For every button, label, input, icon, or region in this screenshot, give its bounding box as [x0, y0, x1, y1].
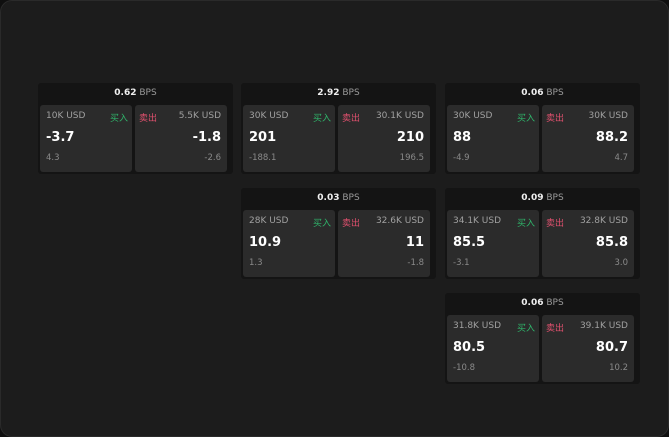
buy-amount: 30K USD: [249, 111, 289, 121]
quote-card: 0.09 BPS 34.1K USD 买入 85.5 -3.1 卖出 32.8K…: [445, 188, 640, 279]
buy-change: -10.8: [453, 363, 475, 373]
buy-button[interactable]: 28K USD 买入 10.9 1.3: [243, 210, 335, 277]
buy-price: 85.5: [453, 235, 486, 250]
buy-price: 10.9: [249, 235, 282, 250]
sell-price: 210: [396, 130, 424, 145]
sell-change: 10.2: [609, 363, 628, 373]
sell-change: -2.6: [204, 153, 221, 163]
spread-unit: BPS: [546, 193, 564, 203]
buy-change: -4.9: [453, 153, 470, 163]
sell-button[interactable]: 卖出 32.6K USD 11 -1.8: [338, 210, 430, 277]
sell-label: 卖出: [546, 114, 565, 124]
buy-label: 买入: [312, 219, 331, 229]
buy-price: -3.7: [46, 130, 75, 145]
spread-unit: BPS: [342, 193, 360, 203]
buy-price: 88: [453, 130, 472, 145]
sell-price: 88.2: [595, 130, 628, 145]
spread-header: 0.09 BPS: [445, 188, 640, 209]
spread-unit: BPS: [546, 298, 564, 308]
spread-value: 0.06: [521, 88, 544, 98]
spread-value: 0.09: [521, 193, 544, 203]
quote-card: 2.92 BPS 30K USD 买入 201 -188.1 卖出 30.1K …: [241, 83, 436, 174]
buy-amount: 31.8K USD: [453, 321, 502, 331]
buy-button[interactable]: 31.8K USD 买入 80.5 -10.8: [447, 315, 539, 382]
spread-value: 0.03: [317, 193, 340, 203]
spread-header: 0.62 BPS: [38, 83, 233, 104]
sell-change: 3.0: [614, 258, 628, 268]
sell-button[interactable]: 卖出 39.1K USD 80.7 10.2: [542, 315, 634, 382]
spread-header: 0.03 BPS: [241, 188, 436, 209]
sell-label: 卖出: [342, 219, 361, 229]
quote-card: 0.06 BPS 30K USD 买入 88 -4.9 卖出 30K USD 8…: [445, 83, 640, 174]
buy-change: 1.3: [249, 258, 263, 268]
buy-amount: 30K USD: [453, 111, 493, 121]
sell-label: 卖出: [546, 324, 565, 334]
spread-value: 0.06: [521, 298, 544, 308]
sell-label: 卖出: [342, 114, 361, 124]
quote-card: 0.03 BPS 28K USD 买入 10.9 1.3 卖出 32.6K US…: [241, 188, 436, 279]
spread-unit: BPS: [139, 88, 157, 98]
spread-header: 0.06 BPS: [445, 293, 640, 314]
buy-label: 买入: [516, 114, 535, 124]
buy-amount: 28K USD: [249, 216, 289, 226]
sell-amount: 5.5K USD: [178, 111, 221, 121]
spread-header: 2.92 BPS: [241, 83, 436, 104]
buy-button[interactable]: 10K USD 买入 -3.7 4.3: [40, 105, 132, 172]
buy-button[interactable]: 34.1K USD 买入 85.5 -3.1: [447, 210, 539, 277]
buy-button[interactable]: 30K USD 买入 88 -4.9: [447, 105, 539, 172]
buy-change: -188.1: [249, 153, 277, 163]
spread-value: 0.62: [114, 88, 137, 98]
buy-price: 80.5: [453, 340, 486, 355]
spread-header: 0.06 BPS: [445, 83, 640, 104]
buy-label: 买入: [109, 114, 128, 124]
sell-price: 11: [405, 235, 424, 250]
sell-label: 卖出: [139, 114, 158, 124]
sell-amount: 32.6K USD: [375, 216, 424, 226]
sell-button[interactable]: 卖出 5.5K USD -1.8 -2.6: [135, 105, 227, 172]
spread-unit: BPS: [342, 88, 360, 98]
quote-card: 0.62 BPS 10K USD 买入 -3.7 4.3 卖出 5.5K USD…: [38, 83, 233, 174]
buy-label: 买入: [516, 324, 535, 334]
spread-value: 2.92: [317, 88, 340, 98]
sell-button[interactable]: 卖出 32.8K USD 85.8 3.0: [542, 210, 634, 277]
sell-label: 卖出: [546, 219, 565, 229]
sell-button[interactable]: 卖出 30.1K USD 210 196.5: [338, 105, 430, 172]
buy-change: 4.3: [46, 153, 60, 163]
quote-card: 0.06 BPS 31.8K USD 买入 80.5 -10.8 卖出 39.1…: [445, 293, 640, 384]
sell-amount: 39.1K USD: [579, 321, 628, 331]
sell-change: -1.8: [407, 258, 424, 268]
sell-amount: 32.8K USD: [579, 216, 628, 226]
sell-button[interactable]: 卖出 30K USD 88.2 4.7: [542, 105, 634, 172]
sell-amount: 30.1K USD: [375, 111, 424, 121]
buy-button[interactable]: 30K USD 买入 201 -188.1: [243, 105, 335, 172]
sell-change: 4.7: [614, 153, 628, 163]
sell-price: 80.7: [595, 340, 628, 355]
buy-label: 买入: [312, 114, 331, 124]
buy-change: -3.1: [453, 258, 470, 268]
spread-unit: BPS: [546, 88, 564, 98]
buy-label: 买入: [516, 219, 535, 229]
sell-change: 196.5: [399, 153, 424, 163]
buy-price: 201: [249, 130, 277, 145]
buy-amount: 34.1K USD: [453, 216, 502, 226]
sell-price: 85.8: [595, 235, 628, 250]
sell-amount: 30K USD: [588, 111, 628, 121]
buy-amount: 10K USD: [46, 111, 86, 121]
sell-price: -1.8: [192, 130, 221, 145]
